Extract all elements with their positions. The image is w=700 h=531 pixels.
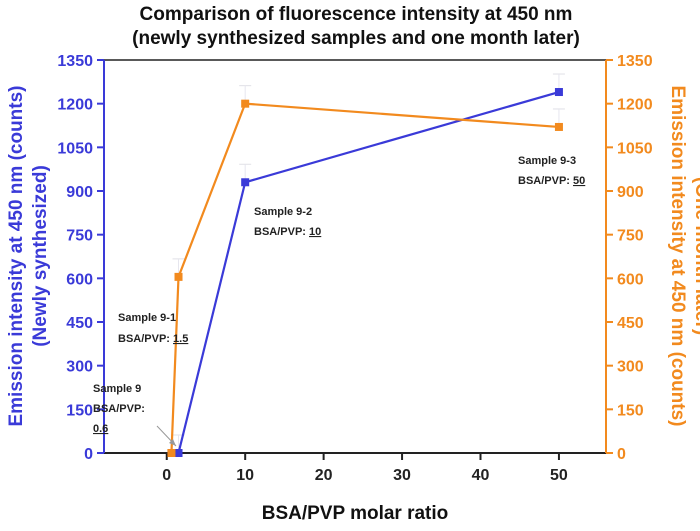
series-2-point [167, 449, 176, 457]
right-y-tick-label: 1050 [617, 140, 653, 157]
right-axis-title-line2: (One month later) [691, 177, 700, 335]
annotation-sample-9-1-ratio: BSA/PVP: 1.5 [118, 333, 188, 345]
series-1-point [174, 449, 183, 457]
series-2-point [241, 99, 250, 108]
x-tick-label: 20 [315, 467, 333, 484]
series-2-point [174, 272, 183, 281]
left-axis-title-line2: (Newly synthesized) [30, 165, 51, 347]
left-y-tick-label: 150 [66, 402, 93, 419]
chart-title-line1: Comparison of fluorescence intensity at … [140, 4, 573, 25]
chart-title-line2: (newly synthesized samples and one month… [132, 28, 580, 49]
x-axis-ticks: 0 10 20 30 40 50 [162, 453, 568, 484]
left-y-tick-label: 300 [66, 359, 93, 376]
annotation-sample-9-3-ratio-value: 50 [573, 175, 585, 187]
annotation-sample-9-ratio-label: BSA/PVP: [93, 403, 145, 415]
right-axis-title-line1: Emission intensity at 450 nm (counts) [667, 85, 688, 426]
left-y-tick-label: 1350 [57, 53, 93, 70]
annotation-sample-9-3-ratio: BSA/PVP: 50 [518, 175, 585, 187]
left-y-tick-label: 1200 [57, 97, 93, 114]
x-tick-label: 40 [472, 467, 490, 484]
right-y-tick-label: 750 [617, 228, 644, 245]
series-2-line [170, 102, 560, 454]
series-layer [167, 73, 565, 457]
left-y-tick-label: 0 [84, 446, 93, 463]
annotation-sample-9-2-ratio-label: BSA/PVP: [254, 226, 309, 238]
annotation-sample-9-1: Sample 9-1 BSA/PVP: 1.5 [118, 312, 188, 345]
series-1-point [554, 88, 563, 97]
left-y-tick-label: 600 [66, 271, 93, 288]
annotation-sample-9-1-title: Sample 9-1 [118, 312, 176, 324]
right-y-tick-label: 600 [617, 271, 644, 288]
x-tick-label: 10 [236, 467, 254, 484]
annotation-sample-9-1-ratio-label: BSA/PVP: [118, 333, 173, 345]
right-y-tick-label: 1350 [617, 53, 653, 70]
right-y-tick-label: 150 [617, 402, 644, 419]
left-y-tick-label: 450 [66, 315, 93, 332]
annotation-sample-9-arrowhead [169, 439, 176, 446]
right-y-tick-label: 450 [617, 315, 644, 332]
x-tick-label: 0 [162, 467, 171, 484]
annotation-sample-9-3-ratio-label: BSA/PVP: [518, 175, 573, 187]
right-y-tick-label: 900 [617, 184, 644, 201]
annotation-sample-9-2: Sample 9-2 BSA/PVP: 10 [254, 206, 321, 238]
x-tick-label: 50 [550, 467, 568, 484]
annotation-sample-9-2-title: Sample 9-2 [254, 206, 312, 218]
x-tick-label: 30 [393, 467, 411, 484]
right-axis-ticks: 0 150 300 450 600 750 900 1050 1200 1350 [606, 53, 653, 463]
left-y-tick-label: 900 [66, 184, 93, 201]
x-axis-title: BSA/PVP molar ratio [262, 503, 449, 524]
annotation-sample-9-ratio-value: 0.6 [93, 423, 108, 435]
annotation-sample-9-1-ratio-value: 1.5 [173, 333, 188, 345]
left-y-tick-label: 750 [66, 228, 93, 245]
left-axis-ticks: 0 150 300 450 600 750 900 1050 1200 1350 [57, 53, 104, 463]
right-y-tick-label: 1200 [617, 97, 653, 114]
annotation-sample-9-3-title: Sample 9-3 [518, 155, 576, 167]
annotation-sample-9-3: Sample 9-3 BSA/PVP: 50 [518, 155, 585, 187]
annotation-sample-9-title: Sample 9 [93, 383, 141, 395]
left-axis-title-line1: Emission intensity at 450 nm (counts) [6, 85, 27, 426]
annotation-sample-9-2-ratio-value: 10 [309, 226, 321, 238]
series-1-point [241, 178, 250, 187]
right-y-tick-label: 0 [617, 446, 626, 463]
annotation-sample-9-2-ratio: BSA/PVP: 10 [254, 226, 321, 238]
series-2-point [554, 122, 563, 131]
left-y-tick-label: 1050 [57, 140, 93, 157]
annotation-sample-9: Sample 9 BSA/PVP: 0.6 [93, 383, 177, 447]
right-y-tick-label: 300 [617, 359, 644, 376]
